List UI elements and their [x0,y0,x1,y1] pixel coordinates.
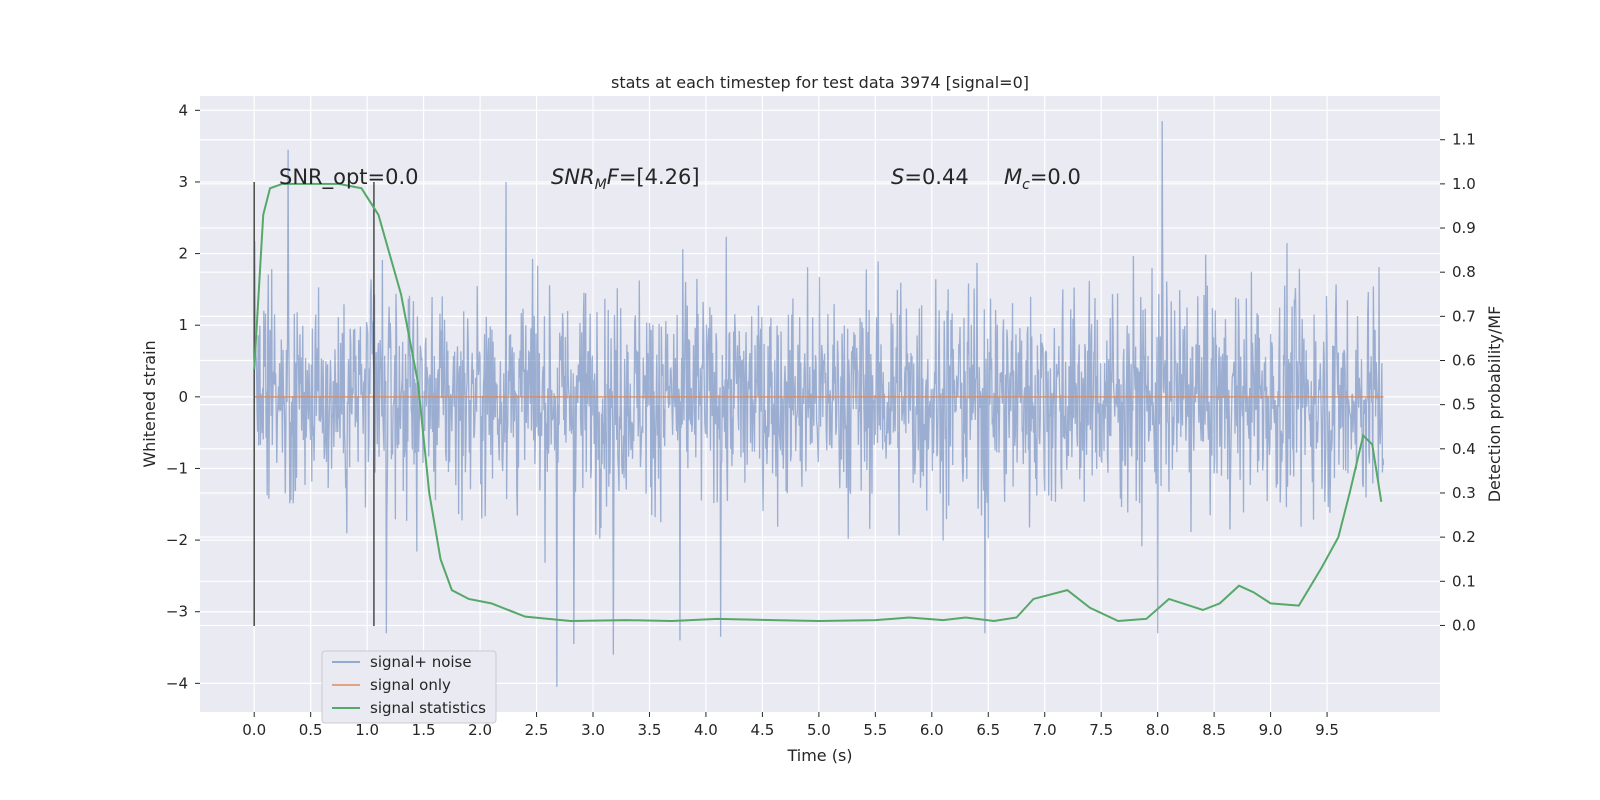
y2-tick-label: 0.8 [1452,263,1476,281]
annotation-s-symbol: S [891,165,904,189]
y-tick-label: −1 [166,459,188,477]
y-tick-label: 3 [178,173,188,191]
x-tick-label: 0.5 [299,721,323,739]
y2-tick-label: 0.3 [1452,484,1476,502]
y2-tick-label: 0.1 [1452,572,1476,590]
y-tick-label: 2 [178,245,188,263]
annotation-mc-value: =0.0 [1030,165,1081,189]
x-tick-label: 1.0 [355,721,379,739]
x-tick-label: 6.0 [920,721,944,739]
x-tick-label: 9.5 [1315,721,1339,739]
y-axis-label: Whitened strain [140,340,159,467]
y2-tick-label: 0.7 [1452,307,1476,325]
y-tick-label: −2 [166,531,188,549]
y-tick-label: −3 [166,603,188,621]
y2-axis-label: Detection probability/MF [1485,306,1504,503]
x-tick-label: 0.0 [242,721,266,739]
x-tick-label: 9.0 [1259,721,1283,739]
chart-title: stats at each timestep for test data 397… [611,73,1029,92]
annotation-snr-mf-subscript: M [595,177,607,193]
x-tick-label: 6.5 [976,721,1000,739]
legend-box [321,650,497,724]
x-tick-label: 3.0 [581,721,605,739]
annotation-s-value: =0.44 [904,165,968,189]
legend-label-signal-statistics: signal statistics [370,699,486,717]
annotation-mc-subscript: c [1022,177,1030,193]
y2-tick-label: 1.1 [1452,131,1476,149]
x-tick-label: 4.5 [750,721,774,739]
legend-label-signal-noise: signal+ noise [370,653,472,671]
x-tick-label: 5.0 [807,721,831,739]
series-signal-statistics-line [253,182,1383,623]
vertical-markers [253,181,375,627]
annotation-mc-symbol: M [1004,165,1022,189]
legend-label-signal-only: signal only [370,676,451,694]
x-tick-label: 5.5 [863,721,887,739]
x-tick-label: 4.0 [694,721,718,739]
x-tick-label: 8.5 [1202,721,1226,739]
annotation-snr-mf-symbol: SNR [551,165,595,189]
x-tick-label: 3.5 [638,721,662,739]
x-tick-label: 1.5 [412,721,436,739]
x-tick-label: 7.0 [1033,721,1057,739]
x-tick-label: 8.0 [1146,721,1170,739]
x-tick-label: 7.5 [1089,721,1113,739]
y-tick-label: 1 [178,316,188,334]
y2-tick-label: 0.4 [1452,440,1476,458]
annotation-mc: Mc=0.0 [1004,165,1081,193]
y2-tick-label: 0.6 [1452,352,1476,370]
y-tick-label: 4 [178,101,188,119]
annotation-s: S=0.44 [891,165,969,189]
x-axis-ticks: 0.0 0.5 1.0 1.5 2.0 2.5 3.0 3.5 4.0 4.5 5.0 5.5 6.0 6… [242,712,1339,739]
legend: signal+ noise signal only signal statist… [321,650,497,724]
x-tick-label: 2.0 [468,721,492,739]
y2-tick-label: 0.2 [1452,528,1476,546]
y2-tick-label: 1.0 [1452,175,1476,193]
annotation-snr-mf-f: F [607,165,620,189]
annotation-snr-mf-value: =[4.26] [619,165,700,189]
y-tick-label: 0 [178,388,188,406]
y-axis-ticks: −4 −3 −2 −1 0 1 2 3 4 [166,101,200,692]
y2-tick-label: 0.5 [1452,396,1476,414]
y-tick-label: −4 [166,674,188,692]
y2-axis-ticks: 0.0 0.1 0.2 0.3 0.4 0.5 0.6 0.7 0.8 0.9 1.0 1.1 [1440,131,1476,634]
y2-tick-label: 0.0 [1452,616,1476,634]
y2-gridlines [200,139,1440,627]
annotation-snr-mf: SNRMF=[4.26] [551,165,700,193]
y2-tick-label: 0.9 [1452,219,1476,237]
x-axis-label: Time (s) [786,746,852,765]
x-tick-label: 2.5 [525,721,549,739]
annotation-snr-opt: SNR_opt=0.0 [279,165,419,190]
